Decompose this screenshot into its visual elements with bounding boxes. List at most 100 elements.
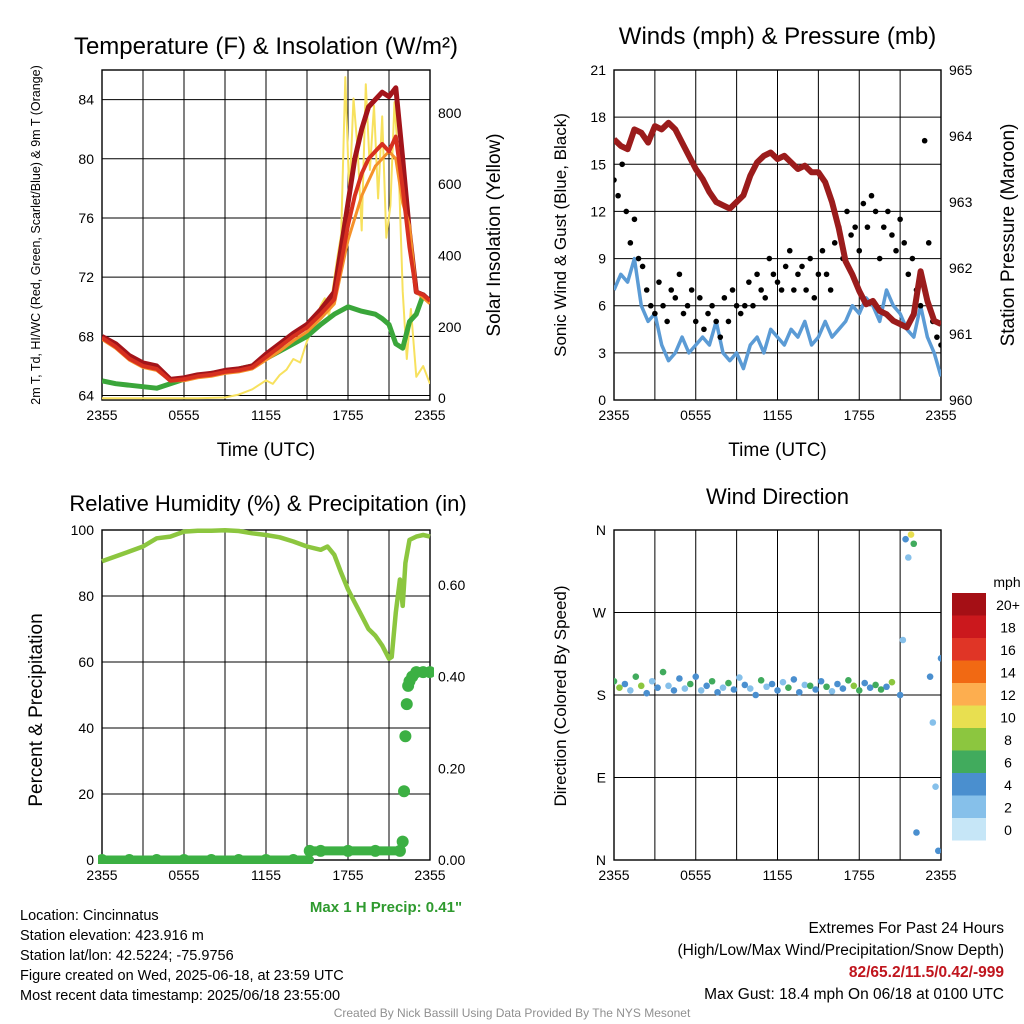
legend-label: 18 [1000,620,1016,636]
series-gust-point [643,287,650,293]
legend-swatch [952,795,986,818]
y2-tick-label: 800 [438,105,462,121]
series-precipitation-point [399,730,412,743]
x-tick-label: 2355 [86,867,117,883]
y-tick-label: E [597,770,606,786]
wind-direction-point [845,677,852,684]
series-gust-point [627,240,634,246]
series-gust-point [795,271,801,278]
series-gust-point [697,295,703,301]
wind-direction-point [757,677,765,684]
wind-direction-point [621,680,629,688]
series-gust-point [938,342,941,348]
series-gust-point [778,287,785,293]
wind-direction-point [643,689,650,697]
station-elevation: Station elevation: 423.916 m [20,928,204,944]
series-gust-point [676,271,683,278]
x-axis-label: Time (UTC) [728,440,827,461]
y-tick-label: 80 [78,151,94,167]
wind-direction-point [902,535,909,543]
wind-direction-point [932,783,939,790]
chart-title: Relative Humidity (%) & Precipitation (i… [69,491,466,516]
y-tick-label: 3 [598,345,606,361]
series-gust-point [656,279,662,285]
wind-direction-point [714,688,721,696]
series-gust-point [770,271,777,278]
wind-direction-point [785,684,792,691]
series-gust-point [721,295,728,301]
legend-title: mph [993,574,1020,590]
wind-direction-point [614,677,618,685]
series-gust-point [684,302,691,309]
wind-direction-point [883,683,890,691]
y-tick-label: 6 [598,298,606,314]
wind-direction-point [937,655,941,662]
x-tick-label: 0555 [680,407,711,423]
wind-direction-point [632,673,640,680]
extremes-subtitle: (High/Low/Max Wind/Precipitation/Snow De… [677,942,1005,959]
series-gust-point [815,271,822,278]
x-tick-label: 1755 [844,867,875,883]
wind-direction-point [703,682,710,690]
legend-label: 4 [1004,777,1012,793]
wind-direction-point [888,678,896,686]
series-gust-point [729,287,736,293]
x-tick-label: 2355 [414,867,445,883]
extremes-title: Extremes For Past 24 Hours [808,920,1004,937]
legend-swatch [952,660,986,683]
legend-swatch [952,593,986,616]
series-gust-point [688,287,695,293]
y-tick-label: 64 [78,388,94,404]
wind-direction-point [670,687,678,694]
legend-swatch [952,705,986,728]
x-tick-label: 1155 [251,407,281,423]
wind-direction-point [637,682,645,690]
series-gust-point [758,287,764,293]
wind-direction-point [768,680,776,688]
series-precipitation-point [123,854,136,864]
wind-direction-point [654,684,661,691]
series-gust-point [868,192,875,199]
series-gust-point [746,279,752,285]
legend-label: 20+ [996,597,1020,613]
wind-direction-point [817,677,825,685]
wind-direction-point [828,688,836,695]
wind-direction-point [796,688,803,696]
wind-direction-point [910,540,918,548]
series-gust-point [917,302,924,309]
series-precipitation-point [260,854,272,864]
wind-direction-point [872,681,879,689]
series-gust-point [652,310,658,317]
wind-direction-point [746,685,754,692]
y2-tick-label: 0.60 [438,577,465,593]
legend-label: 2 [1004,800,1012,816]
y-axis-label: Percent & Precipitation [26,613,47,806]
x-tick-label: 1755 [332,867,363,883]
x-tick-label: 2355 [414,407,445,423]
legend-swatch [952,638,986,661]
wind-direction-point [934,847,941,855]
station-location: Location: Cincinnatus [20,908,159,924]
series-gust-point [782,263,789,270]
humidity-chart: 2355 0555 1155 1755 23550204060801000.000.20… [26,491,467,916]
series-gust-point [660,302,666,309]
series-gust-point [725,318,732,325]
footer-credit: Created By Nick Bassill Using Data Provi… [333,1006,691,1020]
temperature-series [102,76,430,400]
series-precipitation-point [98,854,108,864]
series-gust-point [701,326,707,333]
series-gust-point [664,318,670,325]
x-tick-label: 1155 [762,867,792,883]
series-gust-point [889,232,895,238]
series-gust-point [709,302,715,309]
x-tick-label: 0555 [168,407,199,423]
wind-direction-point [616,684,623,691]
y-tick-label: 40 [78,720,94,736]
y-tick-label: 20 [78,786,94,802]
series-gust-point [856,247,863,254]
series-gust-point [848,232,854,238]
figure-created: Figure created on Wed, 2025-06-18, at 23… [20,968,344,984]
series-gust-point [705,310,711,317]
y-axis-label: Direction (Colored By Speed) [551,585,570,806]
